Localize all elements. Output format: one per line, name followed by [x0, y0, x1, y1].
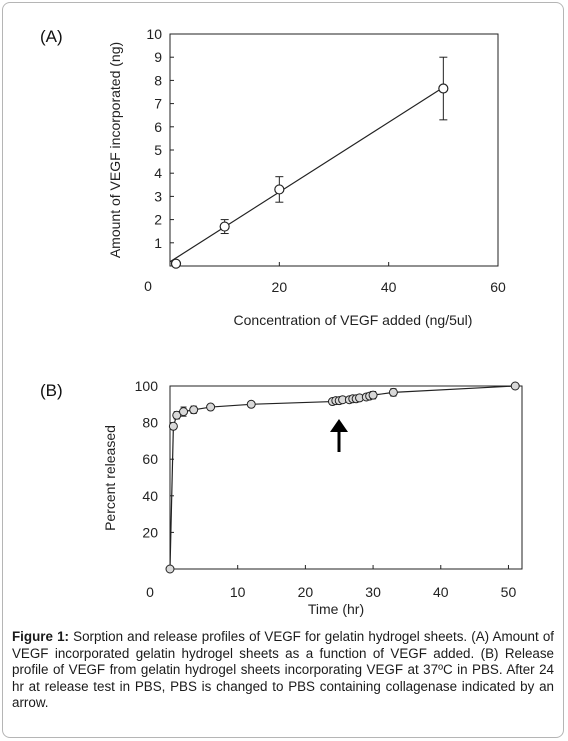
panel-b-series-line [169, 385, 516, 570]
caption-text: Sorption and release profiles of VEGF fo… [12, 629, 554, 711]
panel-b-data-point [368, 390, 378, 400]
panel-b-data-point [168, 421, 178, 431]
panel-a-x-axis-title: Concentration of VEGF added (ng/5ul) [234, 312, 473, 328]
panel-a-data-point [438, 83, 449, 94]
panel-a-y-tick-label: 9 [154, 49, 162, 65]
collagenase-arrow [330, 419, 348, 452]
panel-b-data-point [172, 410, 182, 420]
panel-a-x-tick-label: 40 [381, 279, 397, 295]
panel-b-x-ticks: 0 10 20 30 40 50 [146, 565, 516, 600]
panel-a-y-tick-label: 3 [154, 188, 162, 204]
panel-b-data-point [179, 407, 189, 417]
panel-a-plot-area [169, 33, 499, 267]
panel-b-y-tick-label: 20 [142, 524, 158, 540]
panel-a-y-zero: 0 [144, 278, 152, 294]
panel-b-data-point [388, 387, 398, 397]
panel-a-x-ticks: 20 40 60 [169, 262, 506, 295]
panel-b: (B) 20 40 60 80 100 0 10 20 30 40 50 Percent rele… [40, 378, 523, 617]
panel-b-x-tick-label: 30 [365, 584, 381, 600]
panel-b-y-tick-label: 80 [142, 415, 158, 431]
panel-b-y-axis-title: Percent released [102, 425, 118, 531]
panel-a-trendline [169, 86, 444, 263]
panel-a-y-tick-label: 5 [154, 142, 162, 158]
panel-b-data-point [189, 405, 199, 415]
panel-a-y-tick-label: 10 [146, 26, 162, 42]
panel-b-x-tick-label: 50 [501, 584, 517, 600]
panel-b-x-tick-label: 10 [230, 584, 246, 600]
panel-a: (A) 1 2 3 4 5 6 7 8 9 10 20 40 60 0 Amount of VEGF … [40, 26, 506, 328]
panel-b-data-point [246, 399, 256, 409]
panel-b-y-tick-label: 40 [142, 488, 158, 504]
panel-b-x-tick-label: 0 [146, 584, 154, 600]
panel-a-data-point [219, 221, 230, 232]
panel-b-y-tick-label: 100 [135, 378, 159, 394]
figure-caption: Figure 1: Sorption and release profiles … [12, 629, 554, 712]
panel-b-y-tick-label: 60 [142, 451, 158, 467]
panel-a-y-tick-label: 2 [154, 212, 162, 228]
caption-bold-label: Figure 1: [12, 629, 69, 644]
panel-b-y-ticks: 20 40 60 80 100 [135, 378, 174, 540]
panel-a-data-point [170, 258, 182, 269]
panel-a-y-tick-label: 7 [154, 96, 162, 112]
panel-a-y-tick-label: 8 [154, 72, 162, 88]
panel-b-label: (B) [40, 381, 63, 400]
panel-a-x-tick-label: 60 [490, 279, 506, 295]
panel-b-x-axis-title: Time (hr) [308, 601, 364, 617]
panel-b-plot-area [169, 385, 523, 570]
panel-a-y-ticks: 1 2 3 4 5 6 7 8 9 10 [146, 26, 174, 251]
panel-a-y-tick-label: 1 [154, 235, 162, 251]
panel-b-x-tick-label: 40 [433, 584, 449, 600]
panel-b-x-tick-label: 20 [298, 584, 314, 600]
panel-a-x-tick-label: 20 [272, 279, 288, 295]
panel-a-y-tick-label: 4 [154, 165, 162, 181]
panel-b-data-point [165, 564, 175, 574]
panel-a-label: (A) [40, 27, 63, 46]
panel-a-y-tick-label: 6 [154, 119, 162, 135]
panel-b-data-point [206, 402, 216, 412]
panel-b-data [165, 381, 520, 574]
panel-b-data-point [510, 381, 520, 391]
panel-a-data-point [274, 184, 285, 195]
panel-a-y-axis-title: Amount of VEGF incorporated (ng) [107, 42, 123, 258]
panel-a-data [169, 56, 449, 269]
